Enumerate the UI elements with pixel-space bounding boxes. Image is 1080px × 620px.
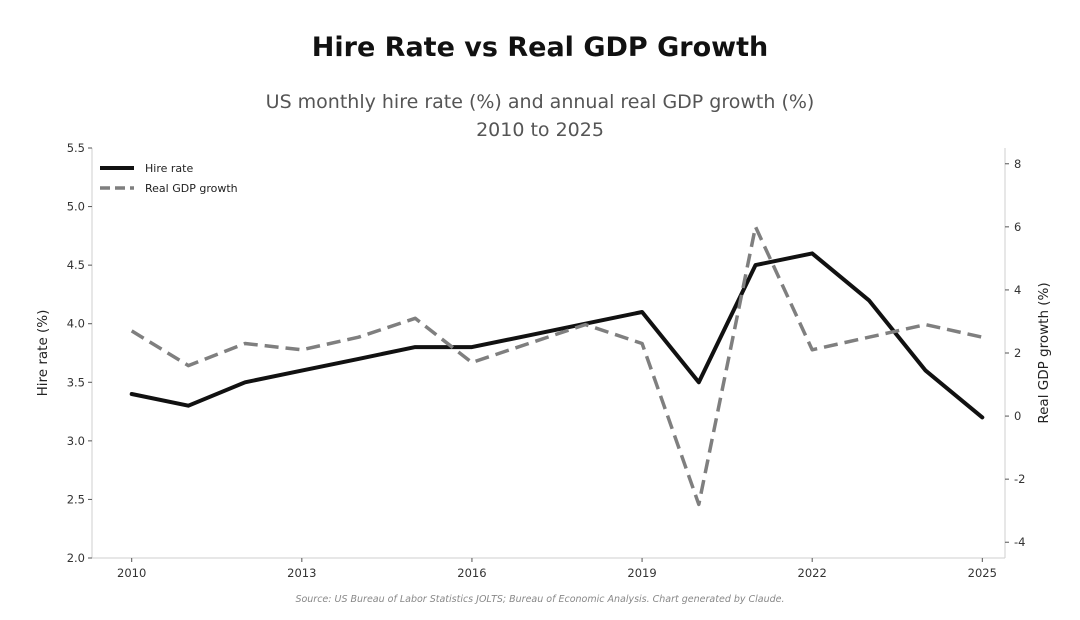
x-tick-label: 2010 [117,566,146,580]
right-y-axis-label: Real GDP growth (%) [1036,282,1052,423]
right-y-tick-label: 4 [1014,283,1021,297]
left-y-tick-label: 5.0 [67,200,85,214]
x-tick-label: 2016 [457,566,486,580]
legend: Hire rate Real GDP growth [100,162,238,195]
left-y-axis-label: Hire rate (%) [35,310,51,397]
source-note: Source: US Bureau of Labor Statistics JO… [295,594,785,605]
right-y-tick-label: -2 [1014,472,1025,486]
chart-subtitle: US monthly hire rate (%) and annual real… [0,88,1080,144]
x-tick-label: 2025 [968,566,997,580]
left-y-tick-label: 4.5 [67,258,85,272]
left-y-tick-label: 2.0 [67,551,85,565]
left-y-tick-label: 5.5 [67,141,85,155]
right-y-tick-label: 6 [1014,220,1021,234]
series-line-real-gdp-growth [130,225,983,507]
left-y-tick-label: 2.5 [67,492,85,506]
series-line-hire-rate [129,251,985,420]
x-tick-label: 2022 [798,566,827,580]
chart-title: Hire Rate vs Real GDP Growth [311,32,769,63]
left-y-tick-label: 3.5 [67,375,85,389]
right-y-tick-label: -4 [1014,535,1025,549]
series-layer [129,225,985,507]
axes-layer: 2.0 2.5 3.0 3.5 4.0 4.5 5.0 5.5 -4 -2 0 2 4 6 8 2010 201… [35,141,1052,580]
right-y-tick-label: 2 [1014,346,1021,360]
legend-label: Hire rate [145,162,193,175]
left-y-tick-label: 3.0 [67,434,85,448]
left-y-tick-label: 4.0 [67,317,85,331]
x-tick-label: 2019 [627,566,656,580]
legend-label: Real GDP growth [145,182,238,195]
subtitle-line-2: 2010 to 2025 [476,119,604,141]
x-tick-label: 2013 [287,566,316,580]
right-y-tick-label: 8 [1014,157,1021,171]
right-y-tick-label: 0 [1014,409,1021,423]
subtitle-line-1: US monthly hire rate (%) and annual real… [265,91,815,113]
